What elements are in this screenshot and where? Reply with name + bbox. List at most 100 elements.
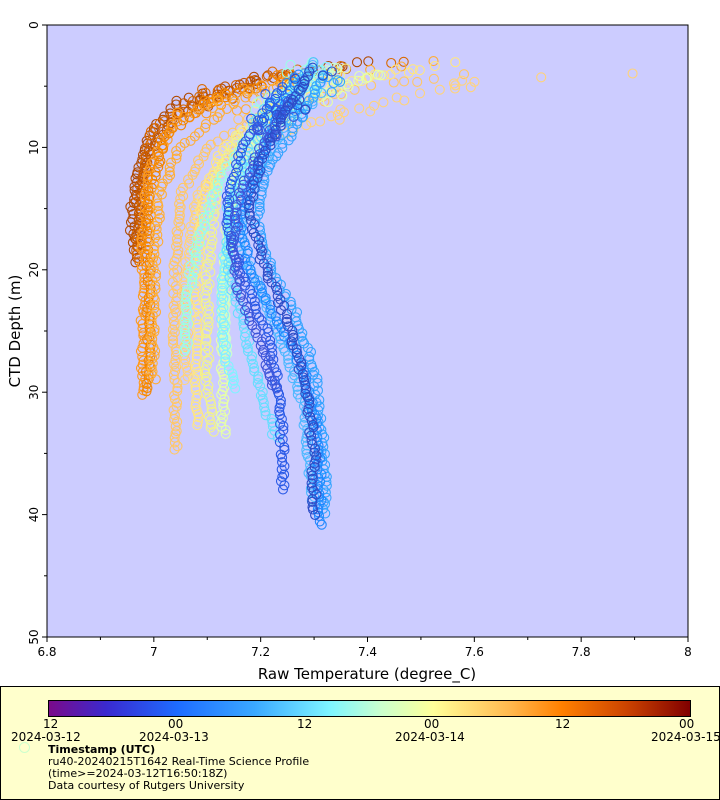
data-point	[201, 285, 213, 296]
data-point	[205, 415, 216, 426]
x-tick-label: 7.6	[465, 645, 484, 659]
data-point	[306, 435, 317, 446]
data-point	[265, 335, 276, 346]
data-point	[434, 84, 445, 95]
data-point	[192, 420, 203, 431]
data-point	[238, 175, 249, 186]
colorbar-date-label: 2024-03-15	[651, 730, 720, 744]
data-point	[313, 510, 325, 521]
data-point	[175, 202, 186, 213]
data-point	[297, 368, 308, 379]
data-point	[206, 239, 217, 250]
data-point	[279, 469, 290, 480]
data-point	[169, 414, 180, 425]
data-point	[244, 195, 256, 206]
data-point	[149, 300, 160, 311]
data-point	[236, 222, 247, 233]
data-point	[172, 107, 183, 118]
data-point	[399, 95, 410, 106]
data-point	[171, 426, 182, 437]
data-point	[232, 269, 243, 280]
data-point	[299, 68, 310, 79]
data-point	[315, 77, 326, 88]
data-point	[170, 421, 181, 432]
data-point	[131, 169, 143, 180]
data-point	[307, 470, 318, 481]
data-point	[202, 181, 213, 192]
data-point	[202, 281, 213, 292]
data-point	[275, 279, 286, 290]
data-point	[281, 309, 293, 320]
data-point	[224, 194, 235, 205]
data-point	[219, 393, 230, 405]
data-point	[316, 519, 327, 530]
data-point	[259, 402, 270, 413]
data-point	[313, 499, 324, 510]
x-tick-label: 7	[150, 645, 158, 659]
data-point	[297, 335, 308, 347]
data-point	[253, 371, 264, 382]
data-point	[211, 92, 222, 103]
data-point	[283, 354, 294, 365]
data-point	[135, 346, 147, 357]
data-point	[465, 82, 476, 93]
data-point	[153, 151, 164, 162]
data-point	[216, 297, 227, 308]
data-point	[281, 67, 292, 78]
data-point	[292, 99, 303, 111]
data-point	[156, 189, 167, 200]
data-point	[246, 188, 257, 199]
data-point	[300, 384, 311, 395]
data-point	[217, 145, 229, 156]
data-point	[262, 267, 273, 278]
data-point	[309, 84, 320, 95]
data-point	[307, 62, 318, 73]
data-point	[190, 398, 201, 409]
data-point	[254, 95, 266, 107]
data-point	[202, 384, 214, 395]
data-point	[147, 275, 158, 286]
data-point	[149, 350, 160, 361]
data-point	[149, 326, 160, 337]
data-point	[242, 343, 253, 354]
data-point	[181, 299, 192, 310]
data-point	[286, 116, 297, 127]
data-point	[204, 173, 215, 184]
data-point	[172, 377, 183, 389]
data-point	[189, 287, 200, 298]
data-point	[450, 57, 461, 68]
data-point	[184, 111, 195, 122]
data-point	[244, 210, 255, 221]
x-tick-label: 6.8	[37, 645, 56, 659]
data-point	[208, 204, 219, 215]
data-point	[228, 371, 239, 382]
data-point	[248, 273, 259, 284]
data-point	[190, 252, 201, 263]
data-point	[179, 326, 190, 338]
data-point	[240, 240, 251, 251]
data-point	[235, 148, 246, 159]
data-point	[197, 84, 208, 95]
data-point	[209, 175, 221, 186]
data-point	[403, 67, 415, 78]
data-point	[147, 288, 158, 299]
data-point	[152, 229, 163, 240]
data-point	[140, 366, 152, 377]
colorbar-tick-label: 00	[679, 717, 695, 731]
data-point	[147, 334, 158, 345]
data-point	[204, 279, 215, 290]
data-point	[260, 410, 271, 421]
data-point	[338, 107, 349, 118]
data-point	[256, 315, 267, 326]
data-point	[182, 371, 193, 382]
data-point	[337, 90, 348, 101]
data-point	[150, 171, 161, 182]
data-point	[169, 359, 180, 370]
data-point	[199, 95, 210, 106]
data-point	[148, 263, 159, 274]
colorbar-tick-label: 00	[168, 717, 184, 731]
data-point	[216, 274, 227, 285]
data-point	[271, 109, 282, 120]
data-point	[281, 316, 292, 327]
data-point	[332, 109, 343, 120]
